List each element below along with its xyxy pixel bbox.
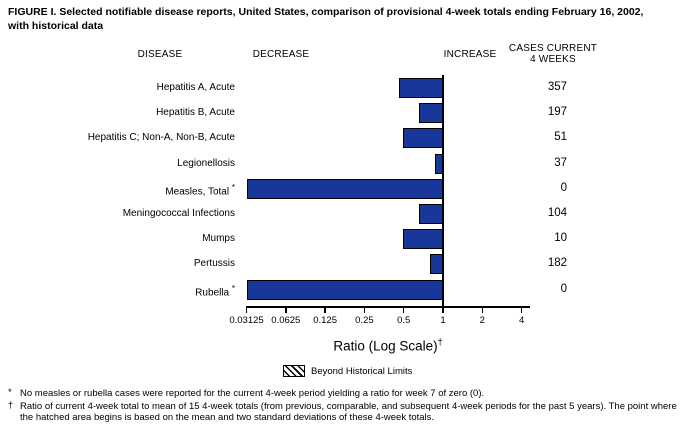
disease-label: Measles, Total * <box>165 183 235 198</box>
x-axis-tick <box>285 308 287 313</box>
ratio-bar <box>247 280 443 300</box>
ratio-bar <box>247 179 443 199</box>
cases-value: 182 <box>547 257 567 269</box>
x-axis-line <box>246 306 530 308</box>
x-axis-tick <box>363 308 366 313</box>
x-axis-title: Ratio (Log Scale)† <box>288 337 488 354</box>
footnote-dagger: † Ratio of current 4-week total to mean … <box>8 399 682 424</box>
x-axis-tick <box>520 308 523 313</box>
x-axis-tick-label: 0.25 <box>355 315 374 326</box>
disease-label: Rubella * <box>195 284 235 299</box>
footnote-dagger-marker: † <box>8 399 14 411</box>
x-axis-tick-label: 4 <box>518 315 525 326</box>
x-axis-tick-label: 1 <box>440 315 446 326</box>
figure-title: FIGURE I. Selected notifiable disease re… <box>8 6 644 32</box>
x-axis-tick-label: 0.5 <box>397 315 411 326</box>
column-header-decrease: DECREASE <box>252 49 310 60</box>
footnote-asterisk-text: No measles or rubella cases were reporte… <box>20 388 485 399</box>
x-axis-tick <box>481 308 484 313</box>
ratio-bar <box>418 103 443 123</box>
x-axis-tick-label: 0.03125 <box>229 315 264 326</box>
x-axis-title-text: Ratio (Log Scale) <box>333 338 438 354</box>
cases-value: 0 <box>560 283 567 295</box>
footnote-dagger-text: Ratio of current 4-week total to mean of… <box>20 400 677 424</box>
column-header-cases: CASES CURRENT 4 WEEKS <box>499 43 607 65</box>
disease-label: Hepatitis C; Non-A, Non-B, Acute <box>87 132 235 143</box>
column-header-cases-line1: CASES CURRENT <box>508 43 598 54</box>
footnote-asterisk: * No measles or rubella cases were repor… <box>8 387 682 400</box>
ratio-bar <box>402 229 443 249</box>
disease-footnote-marker: * <box>231 183 235 192</box>
cases-value: 0 <box>560 182 567 194</box>
footnote-asterisk-marker: * <box>8 387 12 398</box>
disease-label: Mumps <box>202 233 235 244</box>
disease-footnote-marker: * <box>231 284 235 293</box>
column-header-disease: DISEASE <box>137 49 183 60</box>
x-axis-title-dagger: † <box>437 337 443 347</box>
baseline-ratio-1-line <box>441 75 444 307</box>
x-axis-tick <box>402 308 405 313</box>
ratio-bar <box>399 78 443 98</box>
column-header-increase: INCREASE <box>443 49 497 60</box>
legend-label: Beyond Historical Limits <box>311 366 413 377</box>
x-axis-tick-label: 0.0625 <box>271 315 301 326</box>
disease-label: Pertussis <box>193 258 235 269</box>
ratio-bar <box>418 204 443 224</box>
cases-value: 197 <box>547 106 567 118</box>
disease-label: Hepatitis A, Acute <box>156 82 235 93</box>
disease-label: Legionellosis <box>177 158 235 169</box>
column-header-cases-line2: 4 WEEKS <box>530 54 576 65</box>
x-axis-tick-label: 0.125 <box>313 315 337 326</box>
cases-value: 104 <box>547 207 567 219</box>
cases-value: 357 <box>547 81 567 93</box>
ratio-bar <box>402 128 443 148</box>
x-axis-tick-label: 2 <box>479 315 485 326</box>
disease-label: Hepatitis B, Acute <box>156 107 235 118</box>
footnotes: * No measles or rubella cases were repor… <box>8 387 682 425</box>
cases-value: 37 <box>554 157 567 169</box>
legend-hatch-swatch <box>283 365 305 377</box>
disease-label: Meningococcal Infections <box>122 208 235 219</box>
x-axis-tick <box>324 308 326 313</box>
x-axis-tick <box>442 308 444 313</box>
cases-value: 51 <box>554 131 567 143</box>
cases-value: 10 <box>554 232 567 244</box>
x-axis-tick <box>245 308 248 313</box>
